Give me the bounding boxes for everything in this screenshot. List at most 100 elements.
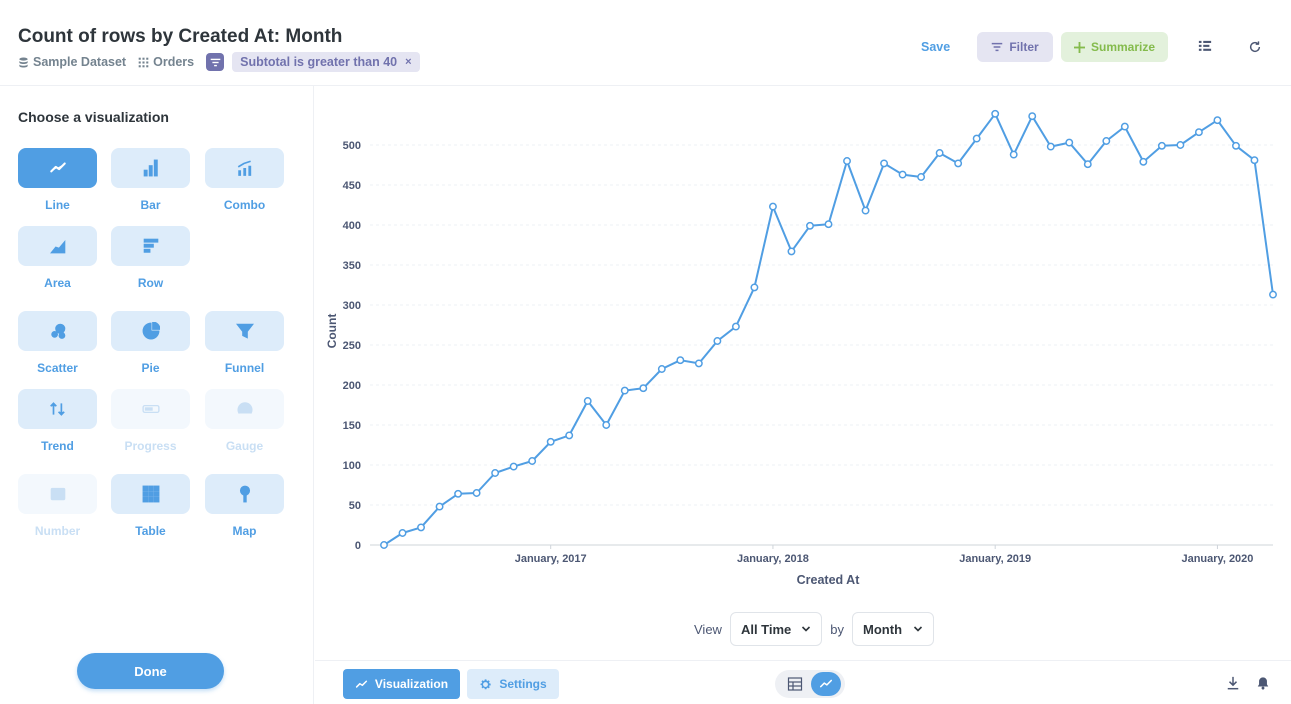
funnel-icon [235,323,254,339]
data-point [528,457,537,465]
data-point [398,529,407,537]
visualization-button[interactable]: Visualization [343,669,460,699]
visualization-button-label: Visualization [374,677,449,691]
table-view-toggle[interactable] [787,676,803,692]
data-point [639,384,648,393]
filter-pill[interactable]: Subtotal is greater than 40 × [232,52,420,72]
viz-option-label: Map [232,524,257,538]
viz-option-label: Table [135,524,166,538]
y-tick-label: 500 [343,140,361,152]
data-point [1120,122,1129,131]
page-title: Count of rows by Created At: Month [18,26,343,47]
chevron-down-icon [802,626,811,632]
x-tick-label: January, 2017 [515,553,587,565]
line-chart: 0 50 100 150 200 250 300 350 400 450 500 January, 2… [315,86,1291,616]
y-axis-title: Count [325,314,339,349]
viz-option-line[interactable]: Line [18,148,97,212]
data-point [991,109,1000,118]
display-toggle [775,670,845,698]
by-dropdown[interactable]: Month [852,612,935,646]
settings-button-label: Settings [499,677,547,691]
refresh-icon [1249,41,1261,53]
y-tick-label: 450 [343,180,361,192]
viz-option-scatter[interactable]: Scatter [18,311,97,375]
data-point [509,462,518,471]
alert-button[interactable] [1256,676,1270,690]
data-point [917,173,926,181]
line-icon [819,679,833,688]
query-header: Count of rows by Created At: Month Sampl… [0,0,1291,86]
chart-svg: 0 50 100 150 200 250 300 350 400 450 500 January, 2… [325,109,1277,587]
viz-option-area[interactable]: Area [18,226,97,290]
data-point [750,283,759,292]
data-point [843,157,851,165]
viz-option-row[interactable]: Row [111,226,190,290]
viz-option-gauge: Gauge [205,389,284,453]
viz-option-bar[interactable]: Bar [111,148,190,212]
filter-toggle-badge[interactable] [206,53,225,71]
download-button[interactable] [1226,676,1240,690]
filter-lines-icon [210,58,220,66]
gauge-icon [236,402,253,414]
y-tick-label: 50 [349,500,361,512]
chart-view-toggle[interactable] [811,672,841,696]
view-dropdown[interactable]: All Time [729,612,823,646]
line-icon [49,162,66,173]
data-point [1250,156,1259,165]
viz-option-trend[interactable]: Trend [18,389,97,453]
filter-button-label: Filter [1009,40,1039,54]
data-point [1065,138,1074,147]
refresh-button[interactable] [1246,38,1264,56]
data-point [417,523,425,532]
data-point [1232,141,1240,150]
data-point [768,202,777,211]
viz-option-label: Row [137,276,164,290]
line-icon [355,680,368,688]
row-icon [143,238,158,253]
y-tick-label: 350 [343,260,361,272]
data-point [620,386,629,395]
scatter-icon [50,323,65,339]
data-point [1194,128,1203,137]
map-pin-icon [239,485,250,503]
viz-option-label: Area [44,276,71,290]
data-point [1028,112,1037,121]
save-button[interactable]: Save [921,40,951,54]
viz-option-label: Line [45,198,70,212]
y-tick-label: 150 [343,420,361,432]
breadcrumb-database-label: Sample Dataset [33,55,127,69]
breadcrumb-table[interactable]: Orders [138,55,194,69]
viz-option-table[interactable]: Table [111,474,190,538]
data-point [824,220,833,229]
breadcrumb-database[interactable]: Sample Dataset [18,55,126,69]
viz-option-label: Combo [223,198,266,212]
editor-toggle-button[interactable] [1196,38,1214,56]
number-icon [50,487,65,501]
pie-icon [142,322,160,340]
y-tick-label: 100 [343,460,361,472]
filter-pill-label: Subtotal is greater than 40 [240,55,398,69]
data-point [694,359,703,368]
sidebar-title: Choose a visualization [18,109,169,125]
database-icon [19,57,28,67]
viz-option-funnel[interactable]: Funnel [205,311,284,375]
data-point [1046,142,1055,151]
data-point [787,247,796,256]
data-point [861,206,870,215]
data-point [1269,290,1277,299]
combo-icon [237,160,251,176]
data-point [472,489,481,497]
footer-bar: Visualization Settings [315,660,1291,704]
data-point [1157,141,1166,150]
viz-option-map[interactable]: Map [205,474,284,538]
viz-option-combo[interactable]: Combo [205,148,284,212]
remove-filter-icon[interactable]: × [405,56,412,68]
settings-button[interactable]: Settings [467,669,559,699]
progress-icon [141,404,160,414]
data-point [713,337,722,345]
filter-button[interactable]: Filter [977,32,1053,62]
done-button[interactable]: Done [77,653,224,689]
y-tick-label: 0 [355,540,361,552]
summarize-button[interactable]: Summarize [1061,32,1168,62]
viz-option-pie[interactable]: Pie [111,311,190,375]
